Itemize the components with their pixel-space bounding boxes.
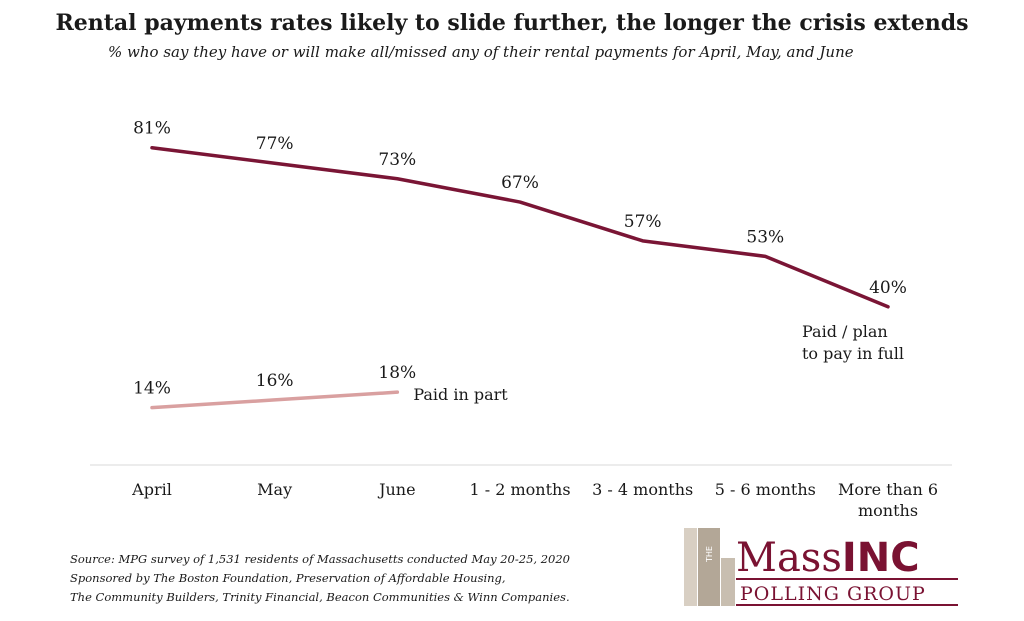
x-tick-label-line: April <box>131 480 172 499</box>
series-name-line: to pay in full <box>802 344 904 363</box>
series-name-line: Paid / plan <box>802 322 888 341</box>
logo-wordmark: MassINC <box>736 535 920 581</box>
source-line: Source: MPG survey of 1,531 residents of… <box>70 552 570 566</box>
logo-rule-bottom <box>736 604 958 606</box>
x-tick-label-line: More than 6 <box>838 480 938 499</box>
series-paid-in-part: 14% 16% 18% Paid in part <box>133 363 508 410</box>
chart-title: Rental payments rates likely to slide fu… <box>55 10 969 36</box>
line-chart: 81% 77% 73% 67% 57% 53% 40% Paid / plan to pay i… <box>90 119 952 520</box>
x-tick-label: 1 - 2 months <box>469 480 570 499</box>
series-name-label: Paid / plan to pay in full <box>802 322 904 363</box>
logo-bar-light <box>684 528 697 606</box>
x-tick-label-line: 3 - 4 months <box>592 480 693 499</box>
logo-rule-top <box>736 578 958 580</box>
data-label: 57% <box>624 212 662 232</box>
x-tick-label-line: 1 - 2 months <box>469 480 570 499</box>
logo-bar-dark <box>698 528 720 606</box>
x-tick-label: June <box>377 480 416 499</box>
x-tick-label: April <box>131 480 172 499</box>
x-tick-label: 5 - 6 months <box>715 480 816 499</box>
x-tick-labels: April May June 1 - 2 months 3 - 4 months 5 - … <box>131 480 938 520</box>
x-tick-label: May <box>257 480 292 499</box>
logo-inc: INC <box>842 535 920 581</box>
sponsor-line: Sponsored by The Boston Foundation, Pres… <box>70 571 506 585</box>
x-tick-label-line: May <box>257 480 292 499</box>
series-line <box>150 390 400 410</box>
sponsor-line: The Community Builders, Trinity Financia… <box>70 590 570 604</box>
data-label: 53% <box>746 227 784 247</box>
source-note: Source: MPG survey of 1,531 residents of… <box>70 550 570 607</box>
data-label: 77% <box>256 134 294 154</box>
data-label: 81% <box>133 119 171 139</box>
logo-polling-group: POLLING GROUP <box>740 583 926 605</box>
chart-subtitle: % who say they have or will make all/mis… <box>108 43 854 61</box>
series-layer: 81% 77% 73% 67% 57% 53% 40% Paid / plan to pay i… <box>133 119 907 410</box>
data-label: 18% <box>378 363 416 383</box>
data-label: 67% <box>501 173 539 193</box>
data-label: 16% <box>256 371 294 391</box>
x-tick-label-line: 5 - 6 months <box>715 480 816 499</box>
series-name-label: Paid in part <box>413 385 508 404</box>
series-line <box>150 145 890 309</box>
data-label: 73% <box>378 150 416 170</box>
data-label: 14% <box>133 379 171 399</box>
logo-bar-mid <box>721 558 735 606</box>
logo-mass: Mass <box>736 535 842 581</box>
logo-the: THE <box>705 546 714 563</box>
data-label: 40% <box>869 278 907 298</box>
series-paid-in-full: 81% 77% 73% 67% 57% 53% 40% Paid / plan to pay i… <box>133 119 907 363</box>
x-tick-label: More than 6 months <box>838 480 938 520</box>
massinc-logo: THE MassINC POLLING GROUP <box>684 528 958 606</box>
x-tick-label-line: June <box>377 480 416 499</box>
series-name-line: Paid in part <box>413 385 508 404</box>
x-tick-label: 3 - 4 months <box>592 480 693 499</box>
x-tick-label-line: months <box>858 501 918 520</box>
